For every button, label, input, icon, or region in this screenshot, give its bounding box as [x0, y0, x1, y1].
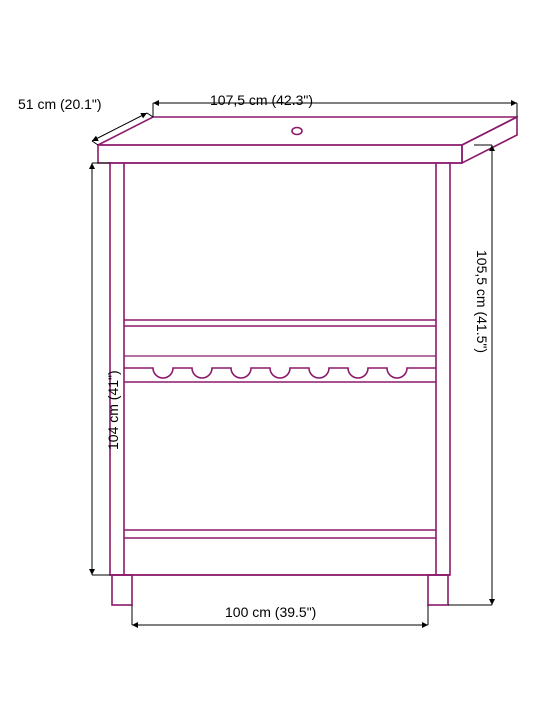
dim-inner-height-label: 104 cm (41")	[105, 370, 121, 450]
dim-overall-height-label: 105,5 cm (41.5")	[474, 250, 490, 353]
dim-depth-label: 51 cm (20.1")	[18, 96, 102, 112]
dim-inner-width-label: 100 cm (39.5")	[225, 604, 316, 620]
dim-top-width-label: 107,5 cm (42.3")	[210, 92, 313, 108]
diagram-stage: 51 cm (20.1") 107,5 cm (42.3") 104 cm (4…	[0, 0, 540, 720]
